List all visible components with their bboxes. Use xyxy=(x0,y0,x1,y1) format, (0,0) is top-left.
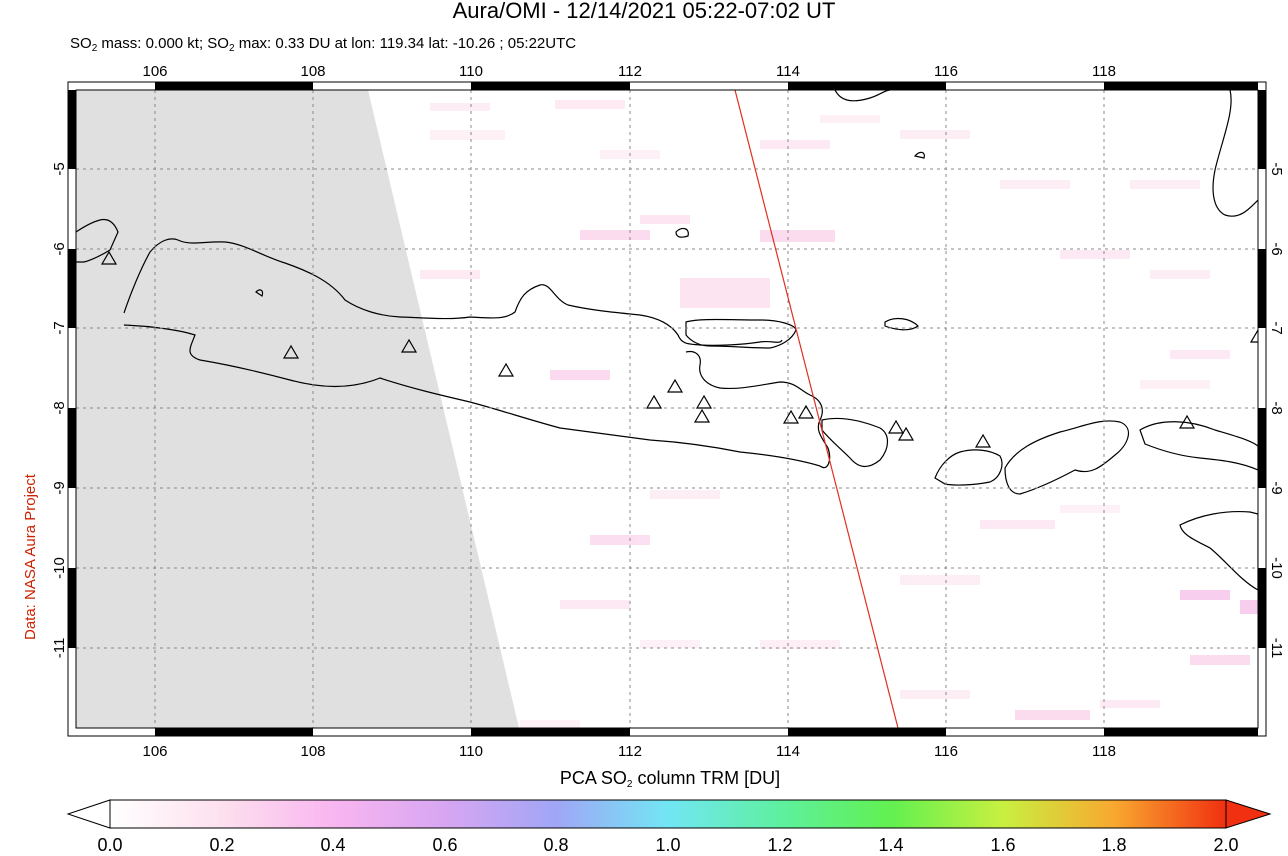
lat-tick-label: -5 xyxy=(1268,162,1285,175)
map-title: Aura/OMI - 12/14/2021 05:22-07:02 UT xyxy=(452,0,836,23)
colorbar-tick-label: 1.2 xyxy=(767,835,793,855)
colorbar-tick-label: 1.0 xyxy=(655,835,681,855)
lat-tick-label: -10 xyxy=(51,557,68,579)
frame-ticks xyxy=(68,82,1266,736)
lon-tick-label: 118 xyxy=(1092,63,1116,80)
lon-tick-label: 116 xyxy=(934,743,958,760)
lat-tick-label: -8 xyxy=(1268,401,1285,414)
colorbar-max-arrow xyxy=(1225,799,1272,829)
lat-tick-label: -8 xyxy=(51,401,68,414)
colorbar-tick-label: 2.0 xyxy=(1213,835,1239,855)
volcano-marker xyxy=(782,409,800,424)
volcano-marker xyxy=(797,404,815,419)
lat-tick-label: -6 xyxy=(51,242,68,255)
lon-tick-label: 108 xyxy=(300,63,325,80)
colorbar-tick-label: 1.8 xyxy=(1101,835,1127,855)
lon-labels-bottom: 106 108 110 112 114 116 118 xyxy=(142,743,1115,760)
volcano-marker xyxy=(645,394,663,409)
lon-tick-label: 110 xyxy=(459,63,483,80)
lat-labels-right: -5 -6 -7 -8 -9 -10 -11 xyxy=(1268,162,1285,658)
grid-lines xyxy=(76,90,1258,728)
colorbar-tick-label: 0.6 xyxy=(432,835,458,855)
colorbar-title: PCA SO2 column TRM [DU] xyxy=(0,768,1288,790)
volcano-marker xyxy=(897,426,915,441)
lat-tick-label: -10 xyxy=(1268,557,1285,579)
lat-tick-label: -7 xyxy=(51,321,68,334)
colorbar-title-suffix: column TRM [DU] xyxy=(632,768,781,788)
colorbar-tick-label: 1.4 xyxy=(878,835,904,855)
volcano-marker xyxy=(887,419,905,434)
lon-tick-label: 106 xyxy=(142,63,167,80)
no-data-region xyxy=(76,90,519,728)
lat-tick-label: -5 xyxy=(51,162,68,175)
volcano-marker xyxy=(282,344,300,359)
subtitle-part-1: mass: 0.000 kt; SO xyxy=(97,35,229,52)
colorbar-title-subscript: 2 xyxy=(626,779,633,790)
volcano-marker xyxy=(1178,414,1196,429)
colorbar-min-arrow xyxy=(66,799,111,829)
colorbar xyxy=(66,799,1272,829)
lon-tick-label: 112 xyxy=(618,63,642,80)
subtitle-subscript-2: 2 xyxy=(228,43,235,54)
colorbar-tick-label: 0.2 xyxy=(209,835,235,855)
lat-tick-label: -11 xyxy=(51,638,68,659)
lat-tick-label: -7 xyxy=(1268,321,1285,334)
lat-tick-label: -11 xyxy=(1268,638,1285,659)
colorbar-tick-label: 0.4 xyxy=(320,835,346,855)
lat-tick-label: -6 xyxy=(1268,242,1285,255)
coastlines xyxy=(76,90,1258,591)
lat-labels-left: -5 -6 -7 -8 -9 -10 -11 xyxy=(51,162,68,658)
colorbar-tick-label: 0.8 xyxy=(543,835,569,855)
orbit-track-line xyxy=(734,90,899,728)
lon-tick-label: 114 xyxy=(776,63,800,80)
colorbar-tick-label: 1.6 xyxy=(990,835,1016,855)
colorbar-tick-label: 0.0 xyxy=(97,835,123,855)
map-subtitle: SO2 mass: 0.000 kt; SO2 max: 0.33 DU at … xyxy=(70,35,576,54)
volcano-marker xyxy=(400,338,418,353)
lon-tick-label: 116 xyxy=(934,63,958,80)
volcano-marker xyxy=(100,250,118,265)
volcano-markers xyxy=(100,250,1258,448)
subtitle-prefix: SO xyxy=(70,35,92,52)
volcano-marker xyxy=(695,394,713,409)
subtitle-part-2: max: 0.33 DU at lon: 119.34 lat: -10.26 … xyxy=(234,35,577,52)
colorbar-title-prefix: PCA SO xyxy=(559,768,627,788)
lat-tick-label: -9 xyxy=(1268,481,1285,494)
lon-tick-label: 106 xyxy=(142,743,167,760)
lon-tick-label: 114 xyxy=(776,743,800,760)
volcano-marker xyxy=(974,433,992,448)
lon-tick-label: 110 xyxy=(459,743,483,760)
volcano-marker xyxy=(1249,328,1258,343)
colorbar-gradient xyxy=(109,799,1227,829)
volcano-marker xyxy=(497,362,515,377)
lon-tick-label: 108 xyxy=(300,743,325,760)
subtitle-subscript-1: 2 xyxy=(91,43,98,54)
lat-tick-label: -9 xyxy=(51,481,68,494)
lon-tick-label: 118 xyxy=(1092,743,1116,760)
lon-labels-top: 106 108 110 112 114 116 118 xyxy=(142,63,1115,80)
volcano-marker xyxy=(693,408,711,423)
lon-tick-label: 112 xyxy=(618,743,642,760)
volcano-marker xyxy=(666,378,684,393)
